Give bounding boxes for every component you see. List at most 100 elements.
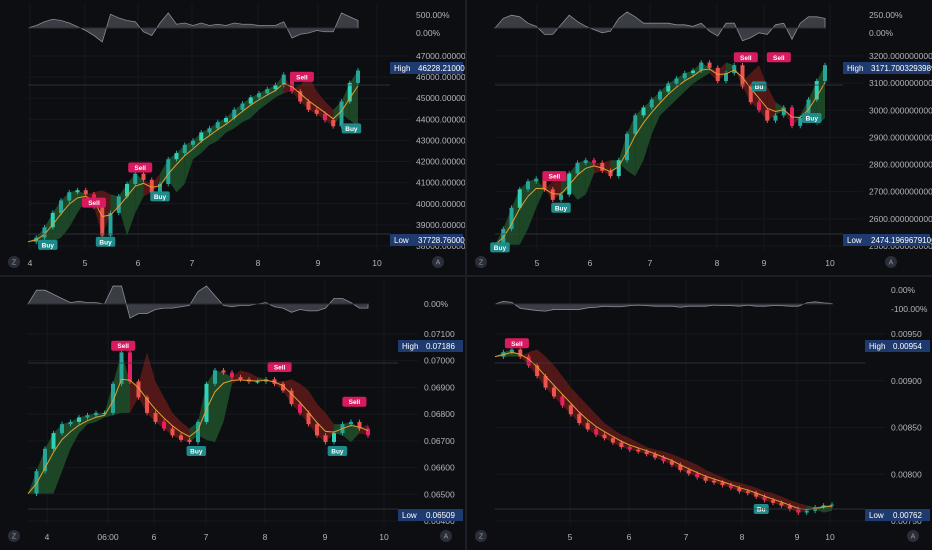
cloud-segment (209, 122, 218, 145)
candle-body (170, 428, 175, 436)
candle-body (732, 65, 737, 74)
price-tick-label: 0.07000 (424, 356, 455, 366)
candle-body (323, 435, 328, 443)
cloud-segment (121, 352, 130, 413)
candle-body (133, 173, 138, 184)
candle-body (724, 73, 728, 82)
cloud-segment (316, 91, 325, 121)
candle-body (625, 133, 629, 161)
candle-body (633, 115, 638, 134)
oscillator-tick-label: 0.00% (869, 28, 894, 38)
candle-body (182, 144, 187, 154)
zoom-reset-button-label: Z (12, 260, 17, 267)
cloud-segment (651, 91, 660, 134)
candle-body (661, 457, 666, 462)
cloud-segment (528, 178, 537, 229)
high-tag-value: 0.00954 (893, 342, 922, 351)
zoom-reset-button[interactable] (8, 530, 20, 542)
oscillator-tick-label: -100.00% (891, 304, 928, 314)
high-tag (398, 340, 463, 352)
candle-body (153, 412, 158, 422)
chart-svg-3[interactable]: 0.07100 0.07000 0.06900 0.06800 0.06700 0.066… (0, 277, 465, 550)
cloud-segment (495, 228, 504, 245)
low-tag-label: Low (847, 236, 862, 245)
candle-body (43, 448, 47, 472)
cloud-segment (44, 212, 53, 242)
cloud-segment (798, 502, 807, 513)
cloud-segment (351, 421, 360, 443)
cloud-segment (359, 424, 368, 436)
candle-body (517, 189, 522, 208)
candle-body (560, 396, 565, 406)
buy-signal-label (95, 236, 116, 247)
ema-line (494, 68, 826, 246)
oscillator-area (27, 285, 369, 319)
chart-svg-2[interactable]: 3200.0000000000 3100.0000000000 3000.00000… (467, 0, 932, 275)
oscillator-tick-label: 0.00% (891, 285, 916, 295)
cloud-segment (553, 365, 563, 406)
chart-panel-2[interactable]: 3200.0000000000 3100.0000000000 3000.00000… (467, 0, 932, 275)
price-tick-label: 2900.0000000000 (869, 132, 932, 142)
auto-scale-button[interactable] (885, 256, 897, 268)
candle-body (666, 83, 671, 92)
candle-body (636, 449, 641, 452)
candle-body (215, 122, 220, 129)
horizontal-divider[interactable] (0, 275, 932, 277)
auto-scale-button-label: A (436, 260, 441, 267)
zoom-reset-button-label: Z (479, 534, 484, 541)
cloud-segment (308, 74, 317, 114)
candle-body (141, 173, 146, 180)
candle-body (707, 62, 712, 68)
cloud-segment (697, 464, 706, 481)
candle-body (298, 403, 302, 413)
cloud-segment (544, 181, 553, 200)
candle-body (60, 424, 64, 434)
candle-body (221, 370, 226, 373)
chart-panel-3[interactable]: 0.07100 0.07000 0.06900 0.06800 0.06700 0.066… (0, 277, 465, 550)
candle-body (765, 110, 770, 121)
price-tick-label: 44000.000000 (416, 114, 465, 124)
auto-scale-button[interactable] (440, 530, 452, 542)
cloud-segment (155, 381, 164, 429)
candle-body (356, 70, 360, 83)
candle-body (315, 424, 319, 436)
candle-body (658, 91, 662, 100)
auto-scale-button[interactable] (907, 530, 919, 542)
candle-body (196, 421, 200, 443)
chart-svg-1[interactable]: 47000.00000046000.00000045000.0000004400… (0, 0, 465, 275)
cloud-segment (602, 160, 611, 177)
candle-body (68, 421, 73, 425)
chart-panel-1[interactable]: 47000.000000 46000.000000 45000.000000 4400… (0, 0, 465, 275)
auto-scale-button[interactable] (432, 256, 444, 268)
cloud-segment (680, 457, 689, 474)
candle-body (248, 97, 253, 104)
chart-panel-4[interactable]: 0.009500.009000.008500.008000.0075056789… (467, 277, 932, 550)
candle-body (592, 160, 596, 163)
sell-signal-text: Sell (349, 399, 361, 406)
sell-signal-label (267, 361, 292, 372)
buy-signal-text: Buy (99, 239, 112, 246)
cloud-segment (726, 62, 735, 74)
zoom-reset-button[interactable] (8, 256, 20, 268)
cloud-segment (138, 352, 147, 413)
zoom-reset-button[interactable] (475, 256, 487, 268)
candle-body (281, 383, 285, 391)
price-tick-label: 3000.0000000000 (869, 105, 932, 115)
cloud-segment (240, 370, 249, 382)
high-tag (843, 62, 930, 74)
cloud-segment (168, 153, 177, 193)
price-tick-label: 0.00850 (891, 423, 922, 433)
price-tick-label: 0.00800 (891, 469, 922, 479)
candle-body (339, 101, 344, 127)
sell-signal-label (733, 52, 758, 63)
candle-body (255, 381, 260, 383)
cloud-segment (660, 83, 669, 116)
chart-svg-4[interactable]: 0.009500.009000.008500.008000.0075056789… (467, 277, 932, 550)
cloud-segment (300, 74, 309, 110)
oscillator-tick-label: 0.00% (424, 299, 449, 309)
candle-body (290, 74, 294, 92)
candle-body (644, 451, 649, 455)
zoom-reset-button[interactable] (475, 530, 487, 542)
candle-body (600, 162, 605, 171)
cloud-segment (781, 496, 790, 510)
